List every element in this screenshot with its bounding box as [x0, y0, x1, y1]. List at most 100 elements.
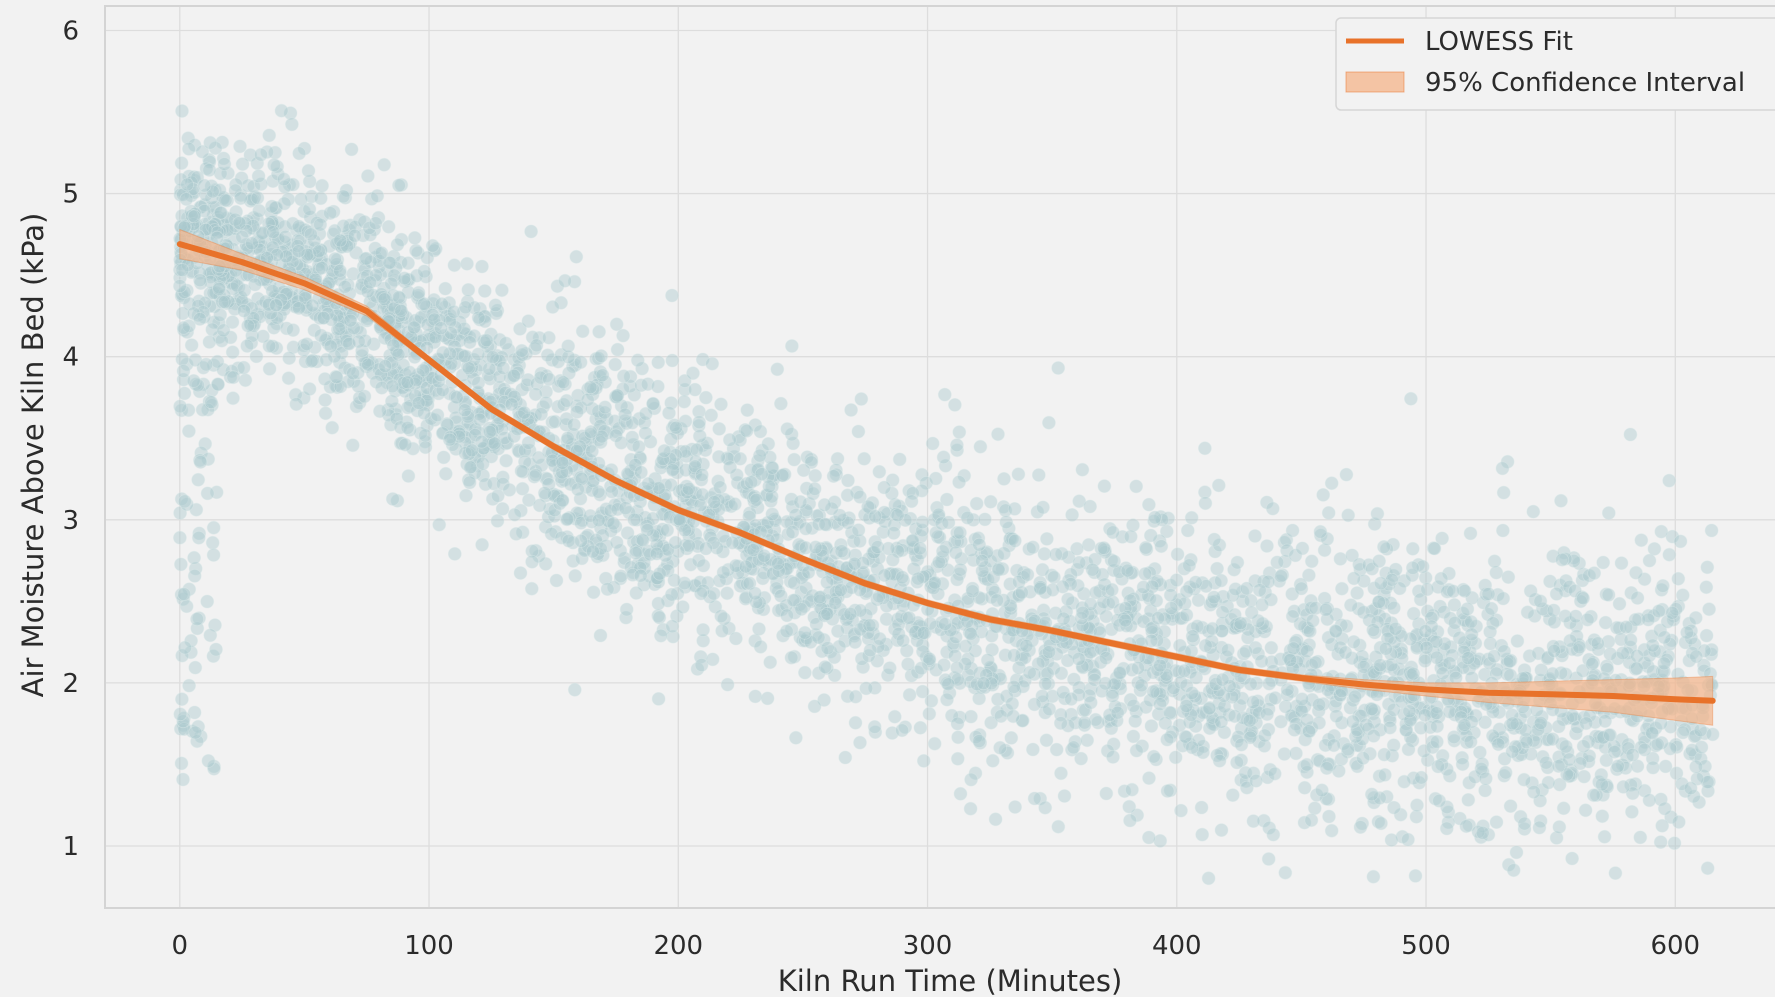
scatter-point [877, 568, 892, 583]
scatter-point [475, 259, 489, 274]
scatter-point [1623, 427, 1638, 442]
scatter-point [550, 279, 565, 294]
scatter-point [1397, 774, 1412, 789]
scatter-point [344, 142, 359, 157]
scatter-point [542, 372, 556, 387]
scatter-point [1338, 645, 1353, 660]
scatter-point [449, 390, 464, 405]
scatter-point [1212, 753, 1227, 768]
scatter-point [471, 347, 486, 362]
scatter-point [1463, 526, 1478, 541]
scatter-point [997, 546, 1011, 561]
scatter-point [848, 715, 863, 730]
scatter-point [1611, 759, 1625, 774]
scatter-point [712, 421, 727, 436]
scatter-point [641, 476, 656, 491]
scatter-point [1377, 540, 1391, 554]
scatter-point [608, 357, 623, 372]
scatter-point [591, 513, 606, 528]
scatter-point [397, 271, 412, 286]
scatter-point [818, 660, 832, 674]
scatter-point [1278, 699, 1293, 714]
scatter-point [482, 424, 497, 439]
scatter-point [911, 571, 925, 586]
scatter-point [1072, 555, 1087, 570]
scatter-point [1446, 584, 1461, 599]
scatter-point [779, 624, 794, 639]
scatter-point [913, 720, 928, 735]
scatter-point [796, 463, 811, 478]
scatter-point [1464, 627, 1479, 642]
scatter-point [1554, 493, 1568, 508]
scatter-point [1704, 643, 1719, 657]
scatter-point [507, 507, 522, 522]
scatter-point [1427, 541, 1442, 556]
scatter-point [1448, 670, 1463, 685]
scatter-point [652, 610, 667, 625]
scatter-point [188, 660, 203, 675]
scatter-point [1244, 605, 1259, 620]
scatter-point [1174, 803, 1188, 818]
scatter-point [178, 640, 192, 655]
scatter-point [471, 310, 486, 325]
scatter-point [654, 628, 668, 643]
scatter-point [490, 514, 505, 528]
scatter-point [1107, 554, 1121, 569]
scatter-point [1339, 467, 1354, 482]
scatter-point [1149, 593, 1164, 608]
scatter-point [1304, 813, 1319, 828]
scatter-point [1692, 795, 1706, 810]
scatter-point [188, 725, 203, 740]
scatter-point [436, 450, 451, 465]
scatter-point [1248, 529, 1262, 543]
scatter-point [1585, 657, 1599, 671]
scatter-point [600, 582, 615, 596]
scatter-point [1429, 706, 1444, 720]
scatter-point [1118, 613, 1133, 628]
scatter-point [438, 466, 453, 481]
scatter-point [1503, 668, 1518, 683]
scatter-point [1402, 704, 1417, 719]
scatter-point [1372, 554, 1386, 568]
scatter-point [1022, 665, 1037, 680]
scatter-point [1662, 547, 1677, 562]
scatter-point [1481, 587, 1496, 601]
scatter-point [473, 301, 488, 316]
scatter-point [999, 515, 1014, 529]
scatter-point [771, 556, 785, 571]
scatter-point [820, 575, 835, 590]
scatter-point [1035, 562, 1050, 577]
scatter-point [175, 104, 189, 118]
scatter-point [1160, 784, 1175, 798]
scatter-point [1657, 656, 1672, 671]
scatter-point [1230, 555, 1245, 570]
scatter-point [828, 596, 843, 610]
scatter-point [785, 525, 800, 539]
scatter-point [1657, 801, 1672, 816]
scatter-point [1081, 538, 1096, 552]
scatter-point [627, 387, 642, 402]
scatter-point [830, 451, 845, 466]
scatter-point [1546, 603, 1561, 618]
scatter-point [226, 370, 241, 385]
scatter-point [820, 607, 835, 621]
scatter-point [1341, 508, 1356, 523]
scatter-point [174, 756, 189, 771]
scatter-point [1619, 620, 1633, 635]
scatter-point [863, 643, 878, 658]
scatter-point [524, 581, 539, 596]
scatter-point [872, 631, 887, 646]
scatter-point [1533, 594, 1548, 609]
scatter-point [1517, 772, 1531, 787]
scatter-point [635, 361, 649, 376]
scatter-point [675, 600, 690, 614]
scatter-point [400, 420, 415, 435]
scatter-point [1054, 666, 1069, 681]
scatter-point [1552, 820, 1567, 834]
scatter-point [525, 554, 539, 569]
scatter-point [282, 351, 297, 366]
scatter-point [199, 357, 214, 372]
scatter-point [173, 399, 188, 414]
scatter-point [347, 228, 362, 243]
scatter-point [1027, 697, 1042, 712]
